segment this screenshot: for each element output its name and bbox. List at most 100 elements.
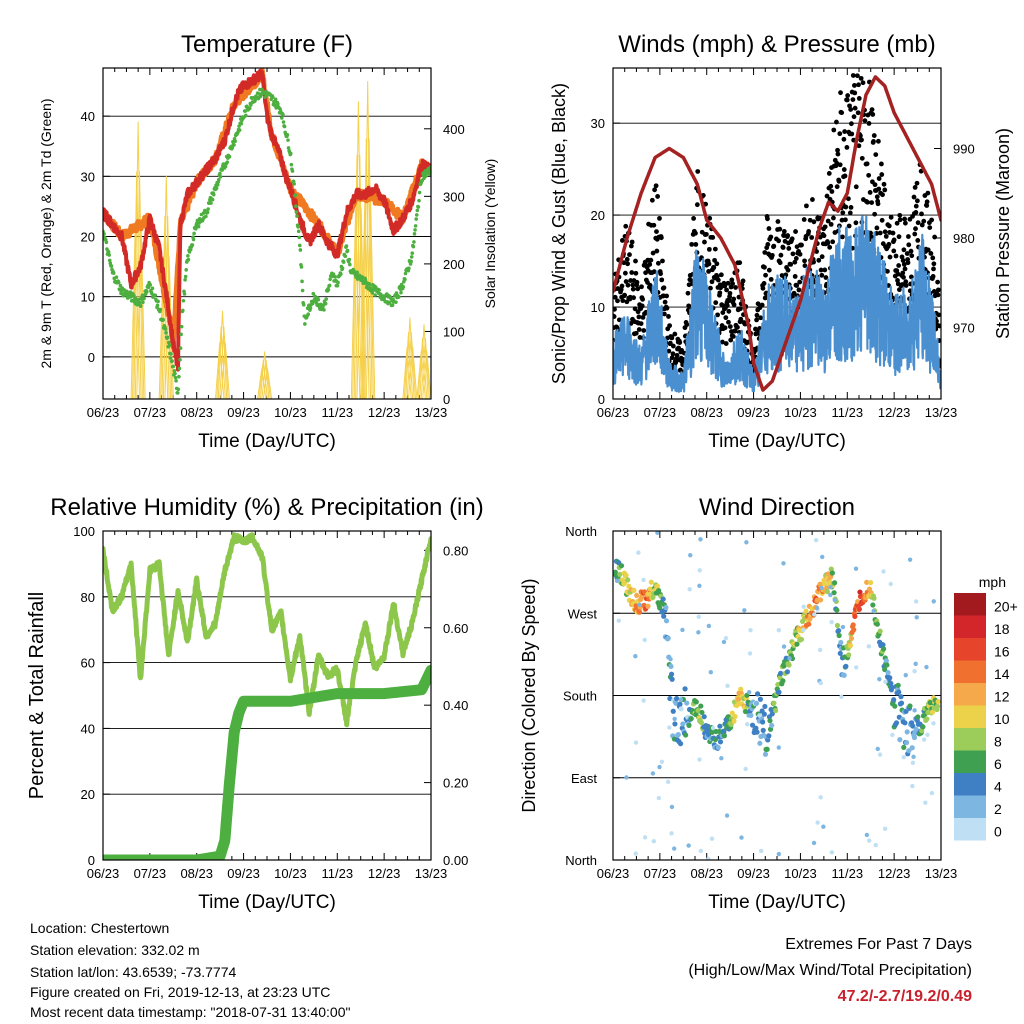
direction-point [677, 701, 683, 707]
direction-point [841, 672, 847, 678]
winds-gust-point [666, 348, 672, 354]
temperature-dewpoint-point [331, 272, 336, 276]
winds-gust-point [793, 229, 798, 234]
temperature-dewpoint-point [328, 277, 332, 282]
humidity-precip-series [103, 664, 431, 860]
temperature-dewpoint-point [184, 268, 189, 272]
winds-gust-point [630, 282, 636, 288]
temperature-x-tick-label: 09/23 [227, 405, 260, 420]
footer-created: Figure created on Fri, 2019-12-13, at 23… [30, 984, 331, 1000]
temperature-dewpoint-point [410, 251, 415, 256]
winds-gust-point [785, 233, 791, 238]
humidity-y2-tick-label: 0.80 [443, 543, 468, 558]
direction-point [744, 540, 749, 545]
winds-gust-point [786, 246, 792, 251]
temperature-dewpoint-point [377, 288, 381, 292]
temperature-xlabel: Time (Day/UTC) [198, 431, 336, 452]
winds-gust-point [715, 312, 720, 318]
direction-point [907, 703, 913, 709]
winds-gust-point [792, 274, 798, 279]
direction-point [732, 713, 738, 720]
temperature-dewpoint-point [183, 278, 187, 282]
direction-colorbar-label: 12 [994, 689, 1010, 705]
winds-gust-point [807, 217, 813, 223]
direction-point [874, 621, 880, 627]
direction-point [665, 635, 671, 641]
direction-point [760, 727, 766, 733]
temperature-dewpoint-point [243, 109, 248, 113]
winds-gust-point [761, 281, 767, 286]
humidity-y-tick-label: 60 [81, 656, 95, 671]
direction-point [761, 711, 767, 717]
winds-gust-point [728, 337, 734, 343]
winds-gust-point [834, 184, 840, 190]
winds-gust-point [831, 215, 836, 221]
direction-point [672, 716, 677, 722]
temperature-dewpoint-point [339, 272, 343, 276]
winds-y-tick-label: 30 [591, 116, 605, 131]
direction-point [828, 584, 833, 590]
temperature-y2-tick-label: 100 [443, 324, 465, 339]
temperature-y-tick-label: 30 [81, 169, 95, 184]
winds-gust-point [758, 315, 764, 321]
winds-gust-point [919, 211, 924, 217]
winds-gust-point [831, 127, 837, 133]
winds-gust-point [855, 73, 860, 79]
temperature-solar-spike [258, 359, 268, 399]
winds-gust-point [797, 279, 803, 285]
winds-gust-point [930, 255, 936, 261]
direction-point [847, 643, 853, 649]
direction-point [912, 708, 917, 713]
temperature-dewpoint-point [249, 103, 253, 107]
winds-gust-point [843, 204, 849, 210]
winds-gust-point [727, 324, 733, 329]
winds-gust-point [896, 263, 902, 268]
winds-gust-point [879, 217, 885, 223]
winds-gust-point [766, 267, 772, 273]
winds-gust-point [799, 242, 804, 248]
direction-point [912, 669, 917, 674]
temperature-dewpoint-point [136, 298, 141, 302]
winds-gust-point [897, 217, 903, 223]
direction-x-tick-label: 10/23 [784, 866, 817, 881]
winds-gust-point [869, 107, 875, 113]
direction-point [821, 824, 826, 829]
direction-point [637, 602, 642, 608]
direction-point [697, 757, 702, 762]
temperature-dewpoint-point [306, 312, 311, 317]
temperature-dewpoint-point [347, 257, 352, 262]
humidity-y-tick-label: 80 [81, 590, 95, 605]
direction-point [890, 732, 895, 738]
direction-point [719, 756, 724, 761]
direction-point [929, 790, 935, 796]
direction-point [891, 697, 897, 703]
winds-gust-point [856, 96, 862, 101]
direction-point [656, 795, 662, 801]
winds-gust-point [877, 230, 883, 236]
direction-point [848, 635, 855, 642]
direction-point [812, 612, 817, 617]
temperature-dewpoint-point [196, 224, 201, 229]
temperature-dewpoint-point [296, 225, 300, 229]
direction-point [835, 627, 842, 634]
winds-gust-point [827, 244, 833, 250]
footer-elevation: Station elevation: 332.02 m [30, 942, 200, 958]
temperature-dewpoint-point [209, 201, 213, 205]
winds-gust-point [654, 248, 660, 254]
winds-gust-point [809, 235, 815, 240]
winds-gust-point [852, 105, 858, 111]
temperature-dewpoint-point [413, 224, 418, 228]
direction-point [851, 627, 857, 633]
winds-gust-point [871, 133, 877, 138]
winds-gust-point [855, 59, 860, 64]
direction-point [903, 672, 908, 678]
winds-gust-point [636, 314, 642, 320]
winds-gust-point [636, 327, 642, 332]
winds-gust-point [850, 73, 856, 78]
direction-point [697, 583, 702, 588]
winds-gust-point [931, 266, 936, 272]
winds-gust-point [806, 229, 812, 234]
temperature-solar-spike [134, 171, 145, 399]
winds-gust-point [664, 305, 670, 311]
direction-point [877, 628, 883, 634]
